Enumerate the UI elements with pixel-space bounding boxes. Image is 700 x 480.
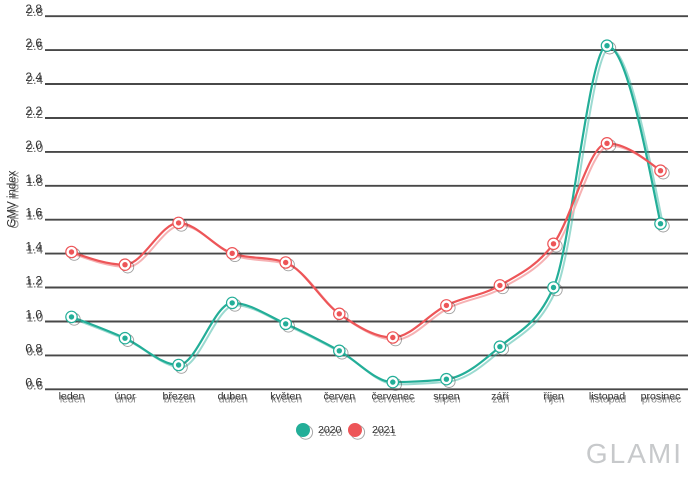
svg-text:duben: duben (218, 391, 247, 403)
svg-text:2.8: 2.8 (25, 2, 42, 16)
svg-text:leden: leden (60, 394, 86, 406)
svg-text:2.4: 2.4 (25, 70, 42, 84)
svg-text:2021: 2021 (372, 424, 396, 436)
svg-text:červen: červen (325, 394, 357, 406)
svg-text:červenec: červenec (371, 391, 414, 403)
svg-text:1.6: 1.6 (25, 206, 42, 220)
svg-text:2.0: 2.0 (27, 141, 44, 155)
svg-text:2.0: 2.0 (25, 138, 42, 152)
svg-text:0.6: 0.6 (27, 378, 44, 392)
svg-text:2.6: 2.6 (27, 39, 44, 53)
svg-text:únor: únor (114, 391, 136, 403)
svg-text:říjen: říjen (544, 394, 565, 406)
svg-text:září: září (491, 391, 509, 403)
svg-text:1.4: 1.4 (27, 243, 44, 257)
svg-text:1.6: 1.6 (27, 209, 44, 223)
svg-text:květen: květen (270, 391, 301, 403)
svg-text:1.2: 1.2 (25, 274, 42, 288)
svg-text:GMV index: GMV index (7, 170, 19, 227)
svg-text:2.4: 2.4 (27, 73, 44, 87)
svg-text:2020: 2020 (319, 427, 343, 439)
svg-text:září: září (492, 394, 510, 406)
svg-text:2.8: 2.8 (27, 5, 44, 19)
svg-text:1.8: 1.8 (27, 175, 44, 189)
svg-text:2020: 2020 (318, 424, 342, 436)
svg-text:červen: červen (324, 391, 356, 403)
svg-text:říjen: říjen (543, 391, 564, 403)
svg-text:1.4: 1.4 (25, 240, 42, 254)
svg-text:1.0: 1.0 (27, 311, 44, 325)
svg-text:listopad: listopad (589, 391, 625, 403)
svg-text:květen: květen (271, 394, 302, 406)
svg-text:2.2: 2.2 (25, 104, 42, 118)
svg-text:0.8: 0.8 (25, 341, 42, 355)
svg-text:1.0: 1.0 (25, 308, 42, 322)
svg-text:2.6: 2.6 (25, 36, 42, 50)
svg-text:leden: leden (59, 391, 85, 403)
svg-text:únor: únor (116, 394, 138, 406)
svg-text:GLAMI: GLAMI (586, 438, 683, 469)
svg-text:1.8: 1.8 (25, 172, 42, 186)
svg-text:prosinec: prosinec (642, 394, 682, 406)
svg-text:listopad: listopad (590, 394, 626, 406)
svg-text:2.2: 2.2 (27, 107, 44, 121)
svg-text:0.6: 0.6 (25, 375, 42, 389)
svg-text:prosinec: prosinec (641, 391, 681, 403)
svg-text:srpen: srpen (433, 391, 459, 403)
svg-text:0.8: 0.8 (27, 344, 44, 358)
svg-text:2021: 2021 (373, 427, 397, 439)
svg-text:červenec: červenec (373, 394, 416, 406)
svg-text:březen: březen (163, 391, 195, 403)
svg-text:GMV index: GMV index (10, 172, 22, 229)
svg-text:duben: duben (219, 394, 248, 406)
svg-text:březen: březen (164, 394, 196, 406)
svg-text:1.2: 1.2 (27, 277, 44, 291)
svg-text:srpen: srpen (434, 394, 460, 406)
